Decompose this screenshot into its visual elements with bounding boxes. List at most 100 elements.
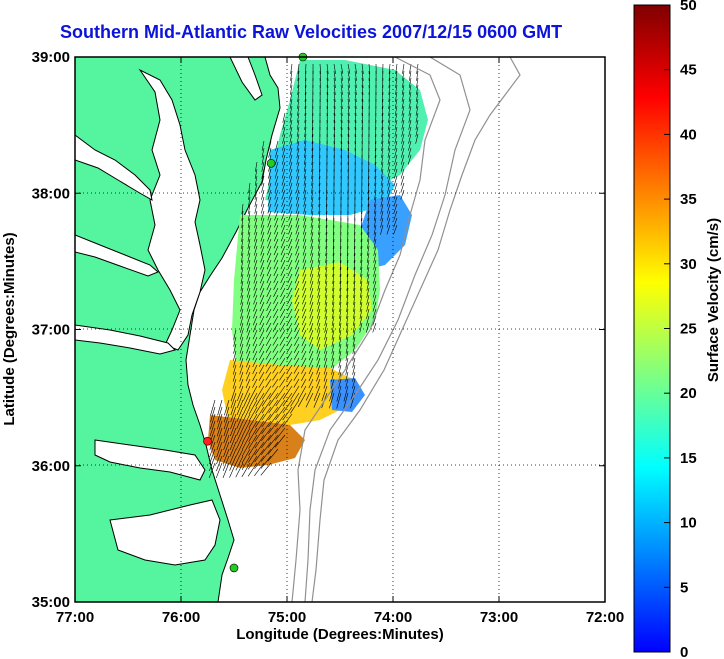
x-tick-label: 77:00 — [56, 609, 94, 626]
velocity-arrow — [302, 231, 307, 242]
colorbar-tick-label: 0 — [680, 644, 688, 659]
velocity-arrow — [347, 91, 350, 102]
velocity-arrow — [401, 133, 405, 144]
velocity-arrow — [260, 245, 265, 256]
velocity-arrow — [266, 280, 272, 291]
velocity-arrow — [381, 147, 384, 158]
velocity-arrow — [254, 441, 265, 456]
velocity-arrow — [261, 413, 272, 428]
velocity-arrow — [265, 343, 272, 353]
velocity-arrow — [340, 112, 343, 123]
velocity-arrow — [302, 287, 307, 298]
velocity-arrow — [345, 357, 349, 368]
velocity-arrow — [286, 350, 293, 360]
velocity-arrow — [210, 399, 216, 416]
albemarle-sound — [94, 439, 206, 481]
velocity-arrow — [229, 441, 237, 457]
velocity-arrow — [260, 448, 272, 462]
velocity-arrow — [282, 112, 286, 123]
velocity-arrow — [381, 126, 384, 137]
velocity-arrow — [393, 217, 398, 228]
velocity-arrow — [388, 63, 391, 74]
chesapeake-bay — [138, 68, 206, 351]
velocity-arrow — [338, 343, 342, 354]
velocity-arrow — [230, 420, 237, 437]
velocity-arrow — [274, 427, 286, 441]
velocity-arrow — [308, 350, 314, 361]
velocity-arrow — [241, 231, 244, 242]
velocity-arrow — [217, 399, 223, 416]
velocity-arrow — [373, 273, 377, 284]
velocity-arrow — [252, 350, 258, 361]
velocity-arrow — [340, 98, 343, 109]
velocity-arrow — [272, 357, 279, 367]
velocity-arrow — [360, 217, 363, 228]
velocity-arrow — [360, 259, 363, 270]
velocity-arrow — [303, 182, 307, 193]
velocity-arrow — [331, 371, 335, 382]
velocity-arrow — [317, 301, 321, 312]
velocity-arrow — [247, 266, 251, 277]
velocity-arrow — [323, 371, 328, 382]
velocity-arrow — [415, 112, 419, 123]
velocity-arrow — [401, 98, 405, 109]
velocity-arrow — [280, 224, 286, 235]
velocity-arrow — [268, 413, 279, 427]
velocity-arrow — [229, 462, 237, 478]
velocity-arrow — [248, 203, 251, 214]
velocity-arrow — [388, 98, 391, 109]
velocity-arrow — [281, 154, 286, 165]
velocity-arrow — [316, 336, 321, 347]
velocity-region-hatteras-jet — [208, 415, 305, 468]
velocity-arrow — [309, 287, 314, 298]
velocity-arrow — [372, 280, 377, 291]
velocity-arrow — [248, 420, 258, 435]
velocity-arrow — [243, 385, 251, 401]
velocity-arrow — [340, 147, 342, 158]
velocity-arrow — [254, 217, 258, 228]
velocity-arrow — [279, 336, 286, 346]
velocity-arrow — [252, 322, 258, 333]
velocity-arrow — [297, 105, 300, 116]
velocity-arrow — [347, 98, 350, 109]
velocity-arrow — [333, 140, 335, 152]
velocity-arrow — [254, 210, 258, 221]
velocity-arrow — [394, 105, 398, 116]
velocity-arrow — [332, 287, 335, 298]
velocity-arrow — [354, 98, 357, 109]
velocity-arrow — [248, 189, 251, 200]
velocity-arrow — [373, 203, 377, 214]
velocity-arrow — [324, 308, 328, 319]
velocity-arrow — [415, 91, 419, 102]
velocity-arrow — [301, 336, 307, 347]
velocity-arrow — [381, 133, 384, 144]
radar-site-marker — [229, 563, 239, 573]
velocity-arrow — [294, 336, 300, 346]
velocity-arrow — [352, 364, 356, 375]
velocity-arrow — [332, 294, 335, 305]
velocity-arrow — [407, 147, 412, 158]
contour-shelf-edge — [291, 57, 441, 602]
velocity-arrow — [326, 98, 329, 109]
velocity-arrow — [261, 182, 265, 193]
velocity-arrow — [229, 434, 237, 450]
velocity-arrow — [246, 336, 251, 347]
velocity-arrow — [282, 126, 286, 137]
velocity-arrow — [366, 259, 370, 270]
velocity-arrow — [353, 273, 356, 284]
velocity-arrow — [361, 63, 364, 74]
velocity-arrow — [290, 63, 293, 74]
velocity-arrow — [325, 266, 328, 277]
velocity-arrow — [311, 154, 314, 165]
velocity-arrow — [287, 287, 293, 298]
velocity-arrow — [241, 203, 244, 214]
velocity-arrow — [254, 168, 258, 179]
velocity-arrow — [373, 259, 377, 270]
velocity-arrow — [304, 140, 307, 151]
velocity-arrow — [347, 70, 351, 81]
velocity-arrow — [338, 357, 342, 368]
velocity-arrow — [289, 154, 293, 165]
velocity-arrow — [275, 399, 286, 414]
velocity-arrow — [361, 70, 364, 81]
velocity-arrow — [295, 189, 300, 200]
